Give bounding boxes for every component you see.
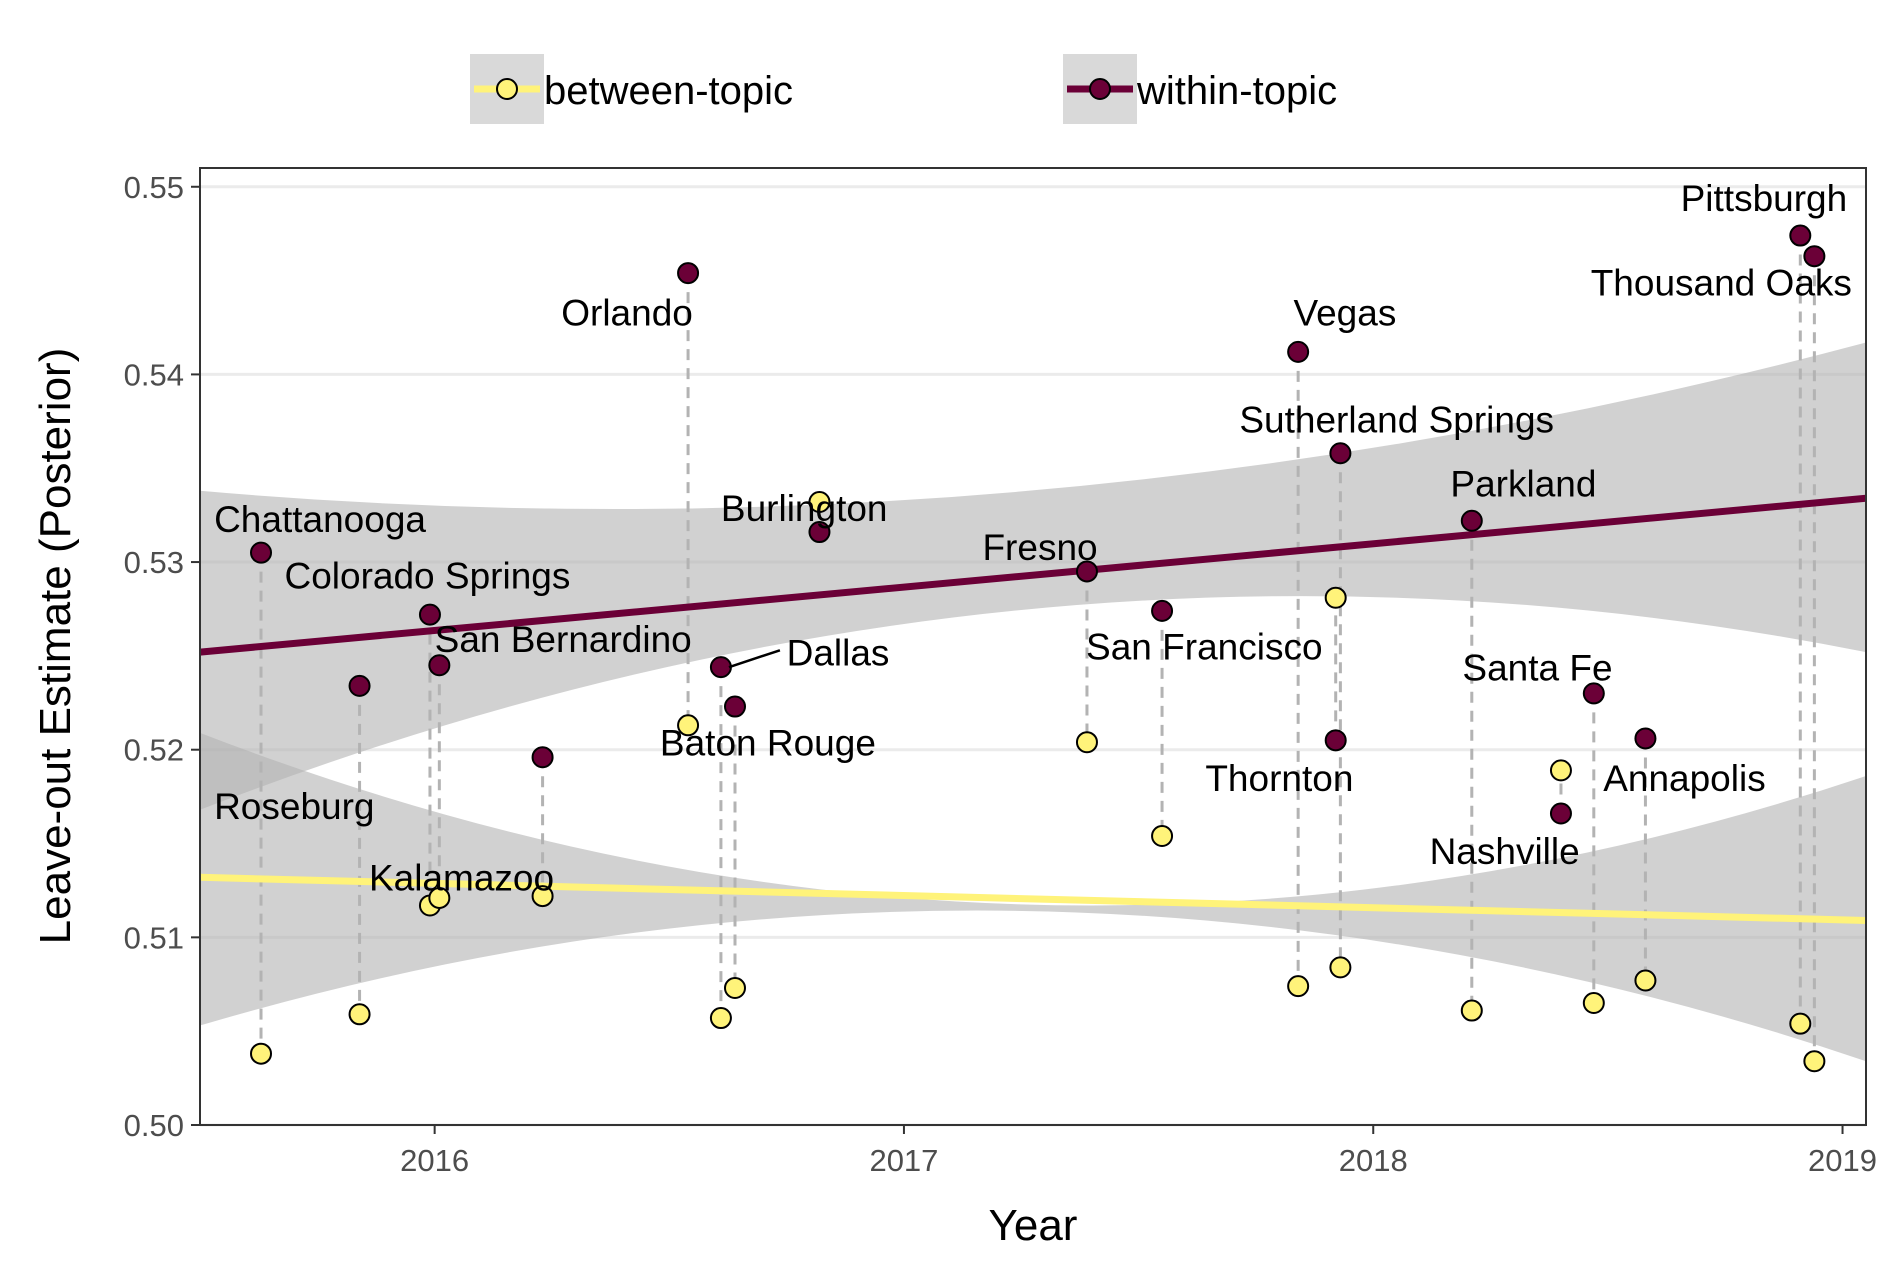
point-within-chattanooga [250,541,273,564]
point-within-sutherland-springs [1329,442,1352,465]
point-between-roseburg [348,1003,371,1026]
point-within-colorado-springs [418,603,441,626]
label-thornton: Thornton [1205,758,1353,799]
plot-border [199,167,1867,1126]
y-tick-label-3: 0.53 [124,545,184,580]
point-between-baton-rouge [723,977,746,1000]
y-tick-label-4: 0.54 [124,357,184,392]
point-labels: Chattanooga Roseburg Colorado Springs San B… [214,178,1852,898]
label-pittsburgh: Pittsburgh [1681,178,1848,219]
point-between-kalamazoo [531,885,554,908]
label-vegas: Vegas [1293,293,1396,334]
x-tick-label-2: 2018 [1339,1143,1408,1178]
x-axis: 2016 2017 2018 2019 [400,1125,1877,1178]
label-annapolis: Annapolis [1603,758,1766,799]
point-between-thousand-oaks [1803,1050,1826,1073]
point-between-fresno [1075,731,1098,754]
point-between-burlington [808,491,831,514]
point-within-santa-fe [1582,682,1605,705]
y-axis-title: Leave-out Estimate (Posterior) [31,348,80,945]
label-san-bernardino: San Bernardino [435,619,692,660]
point-between-pittsburgh [1789,1012,1812,1035]
point-within-annapolis [1634,727,1657,750]
point-between-parkland [1460,999,1483,1022]
label-roseburg: Roseburg [214,786,374,827]
leader-line-dallas [728,649,781,669]
point-between-orlando [677,714,700,737]
legend-key-point-between [496,78,518,100]
data-points [250,224,1826,1073]
point-between-annapolis [1634,969,1657,992]
y-axis: 0.50 0.51 0.52 0.53 0.54 0.55 [124,170,200,1143]
point-within-vegas [1287,340,1310,363]
point-between-santa-fe [1582,992,1605,1015]
legend-label-between: between-topic [544,69,793,113]
point-between-nashville [1549,759,1572,782]
x-tick-label-0: 2016 [400,1143,469,1178]
point-within-thousand-oaks [1803,245,1826,268]
label-kalamazoo: Kalamazoo [369,857,554,898]
trend-lines [200,494,1866,924]
trend-line-between [200,873,1866,924]
point-within-baton-rouge [723,695,746,718]
x-tick-label-1: 2017 [869,1143,938,1178]
label-baton-rouge: Baton Rouge [660,722,876,763]
point-within-burlington [808,521,831,544]
label-san-francisco: San Francisco [1086,627,1323,668]
label-sutherland-springs: Sutherland Springs [1239,400,1554,441]
point-between-dallas [709,1007,732,1030]
legend-key-point-within [1089,78,1111,100]
label-thousand-oaks: Thousand Oaks [1591,263,1852,304]
label-fresno: Fresno [982,527,1097,568]
x-tick-label-3: 2019 [1808,1143,1877,1178]
point-within-san-francisco [1151,599,1174,622]
plot-area: Chattanooga Roseburg Colorado Springs San B… [199,167,1867,1127]
point-within-san-bernardino [428,654,451,677]
point-within-roseburg [348,674,371,697]
x-axis-title: Year [989,1201,1078,1250]
point-between-chattanooga [250,1042,273,1065]
point-within-kalamazoo [531,746,554,769]
label-dallas: Dallas [787,632,890,673]
y-tick-label-5: 0.55 [124,170,184,205]
label-chattanooga: Chattanooga [214,499,426,540]
label-parkland: Parkland [1450,463,1596,504]
label-orlando: Orlando [561,293,693,334]
point-within-orlando [677,262,700,285]
point-between-san-francisco [1151,825,1174,848]
confidence-bands [200,342,1866,1062]
label-santa-fe: Santa Fe [1462,647,1612,688]
label-nashville: Nashville [1430,831,1580,872]
point-between-vegas [1287,975,1310,998]
legend-label-within: within-topic [1136,69,1337,113]
point-within-thornton [1324,729,1347,752]
point-within-pittsburgh [1789,224,1812,247]
label-colorado-springs: Colorado Springs [284,555,570,596]
point-between-thornton [1324,586,1347,609]
trend-line-within [200,494,1866,656]
y-tick-label-2: 0.52 [124,733,184,768]
y-tick-label-0: 0.50 [124,1108,184,1143]
point-within-fresno [1075,560,1098,583]
point-within-parkland [1460,509,1483,532]
label-burlington: Burlington [721,488,888,529]
point-within-dallas [709,656,732,679]
point-between-san-bernardino [428,886,451,909]
point-between-sutherland-springs [1329,956,1352,979]
legend: between-topic within-topic [470,54,1337,124]
point-within-nashville [1549,802,1572,825]
y-tick-label-1: 0.51 [124,920,184,955]
